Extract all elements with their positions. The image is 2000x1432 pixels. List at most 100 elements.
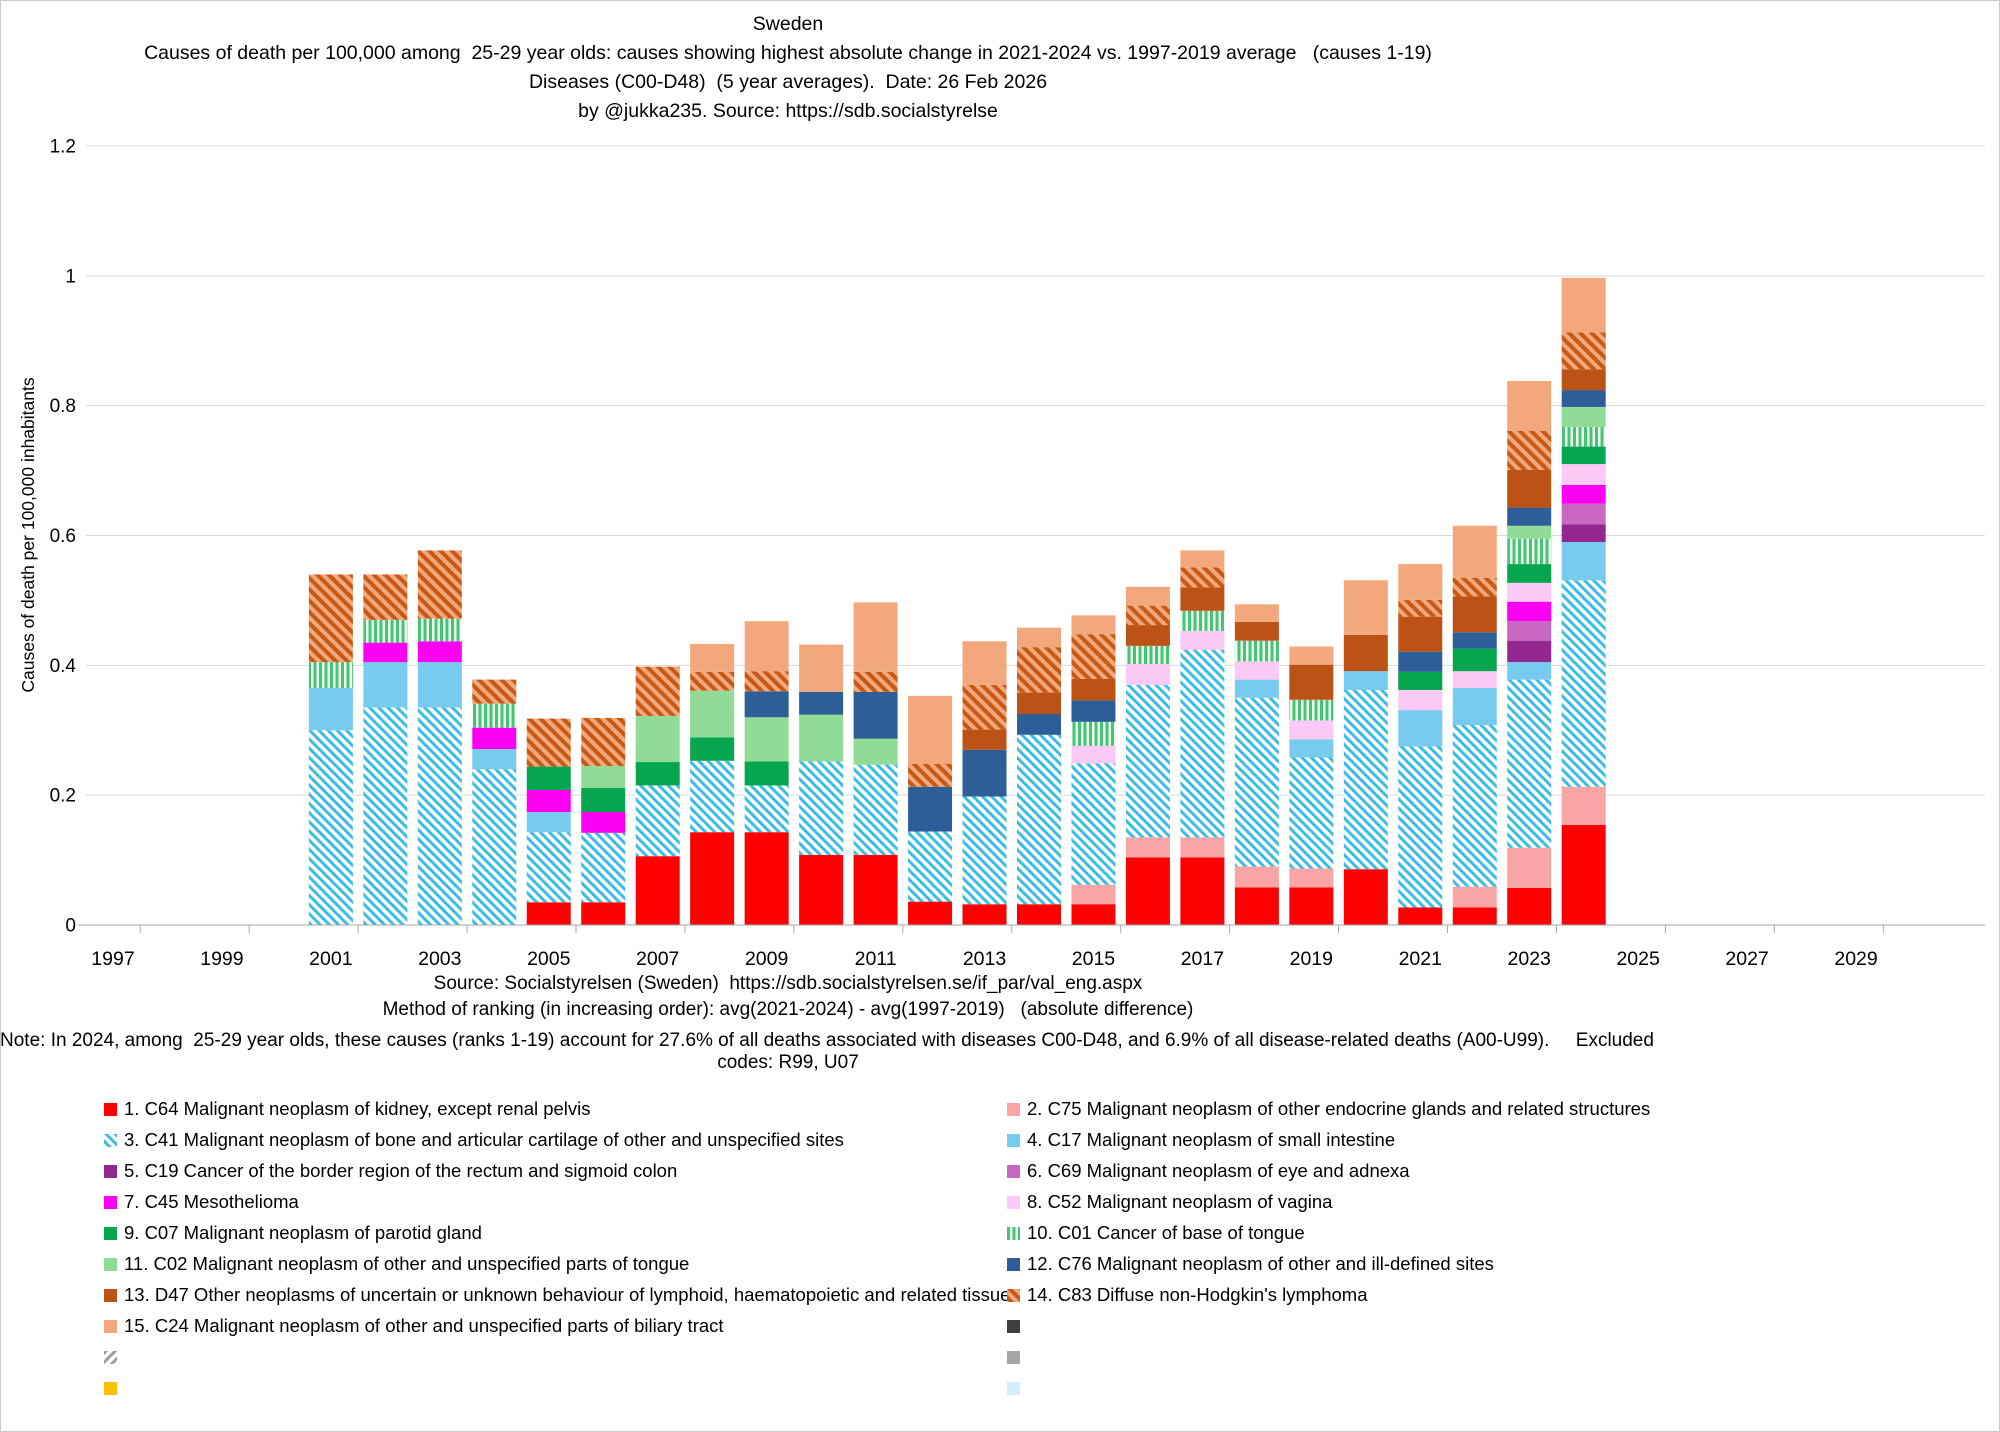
bar-segment-2018-C75 [1234,866,1279,888]
legend-label: 1. C64 Malignant neoplasm of kidney, exc… [124,1098,591,1119]
bar-segment-2003-C41 [417,707,462,925]
legend-label: 5. C19 Cancer of the border region of th… [124,1160,678,1181]
bar-segment-2024-C83 [1561,332,1606,370]
x-tick-label-2013: 2013 [963,948,1006,970]
bar-segment-2001-C83 [308,574,353,663]
bar-segment-2021-C83 [1398,599,1443,617]
bar-segment-2020-C64 [1343,869,1388,925]
legend-swatch-darkgray [1007,1319,1020,1333]
y-tick-label: 0.6 [50,526,76,547]
legend-item-c17: 4. C17 Malignant neoplasm of small intes… [1007,1127,1395,1153]
legend-label: 4. C17 Malignant neoplasm of small intes… [1027,1129,1396,1150]
legend-swatch-c83 [1007,1288,1020,1302]
bar-segment-2006-C07 [581,788,626,813]
y-tick-label: 0.8 [50,396,76,417]
legend-item-c01: 10. C01 Cancer of base of tongue [1007,1220,1305,1246]
bar-segment-2016-C83 [1125,605,1170,626]
bar-segment-2024-C41 [1561,580,1606,787]
bar-segment-2024-C24 [1561,277,1606,333]
chart-title-country: Sweden [752,13,824,35]
bar-segment-2021-D47 [1398,616,1443,652]
bar-segment-2009-C41 [744,785,789,833]
legend-label: 3. C41 Malignant neoplasm of bone and ar… [124,1129,844,1150]
bar-segment-2023-C41 [1507,679,1552,848]
bar-segment-2022-C17 [1452,688,1497,726]
bar-segment-2022-C07 [1452,648,1497,672]
bar-segment-2017-C64 [1180,857,1225,925]
bar-segment-2023-C83 [1507,430,1552,470]
bar-segment-2023-C02 [1507,525,1552,539]
stacked-bar-chart: 0 0.2 0.4 0.6 0.8 1 1.2 1997 1999 2001 2003 2005 200… [50,136,1985,970]
legend-swatch-c19 [104,1164,117,1178]
bar-segment-2010-C64 [799,854,844,925]
bar-segment-2008-C41 [690,760,735,833]
legend-swatch-gray [1007,1350,1020,1364]
legend-label: 11. C02 Malignant neoplasm of other and … [124,1253,690,1274]
bar-segment-2008-C24 [690,643,735,672]
bar-segment-2007-C41 [635,785,680,857]
bar-segment-2023-C24 [1507,380,1552,431]
bar-segment-2022-C41 [1452,725,1497,887]
legend-item-c64: 1. C64 Malignant neoplasm of kidney, exc… [104,1096,591,1122]
bar-segment-2002-C45 [363,642,408,663]
bar-segment-2001-C17 [308,688,353,731]
bar-segment-2018-D47 [1234,621,1279,641]
bar-segment-2001-C01 [308,662,353,689]
bar-segment-2016-C41 [1125,684,1170,838]
bar-segment-2008-C64 [690,832,735,925]
bar-segment-2021-C07 [1398,671,1443,691]
bar-segment-2021-C52 [1398,690,1443,711]
bar-segment-2019-C01 [1289,699,1334,721]
bar-segment-2009-C83 [744,671,789,692]
bar-segment-2020-D47 [1343,634,1388,672]
bar-segment-2009-C24 [744,621,789,672]
y-tick-label: 0.2 [50,786,76,807]
bar-segment-2016-C24 [1125,586,1170,606]
bar-segment-2022-C64 [1452,907,1497,925]
bar-segment-2011-C83 [853,671,898,692]
bar-segment-2015-C64 [1071,904,1116,925]
bar-segment-2011-C02 [853,738,898,765]
bar-segment-2019-C75 [1289,868,1334,888]
legend-item-c07: 9. C07 Malignant neoplasm of parotid gla… [104,1220,482,1246]
legend-swatch-c02 [104,1257,117,1271]
bar-segment-2002-C01 [363,619,408,643]
bar-segment-2020-C17 [1343,671,1388,691]
x-tick-label-2025: 2025 [1616,948,1660,970]
legend-item-c41: 3. C41 Malignant neoplasm of bone and ar… [104,1127,844,1153]
x-tick-label-2001: 2001 [309,948,352,970]
bar-segment-2004-C17 [472,749,517,770]
bar-segment-2016-C01 [1125,645,1170,665]
legend-item-c02: 11. C02 Malignant neoplasm of other and … [104,1251,689,1277]
bar-segment-2024-C76 [1561,390,1606,407]
legend-item-c45: 7. C45 Mesothelioma [104,1189,299,1215]
bar-segment-2015-C24 [1071,615,1116,635]
bar-segment-2022-C52 [1452,671,1497,689]
bar-segment-2002-C41 [363,707,408,925]
x-tick-label-2015: 2015 [1072,948,1116,970]
y-tick-label: 0.4 [50,656,77,677]
bar-segment-2019-C41 [1289,757,1334,869]
x-tick-label-2003: 2003 [418,948,461,970]
bar-segment-2006-C83 [581,717,626,766]
chart-title-main: Causes of death per 100,000 among 25-29 … [144,42,1432,64]
bar-segment-2023-C76 [1507,507,1552,526]
bar-segment-2006-C45 [581,812,626,833]
legend-label: 9. C07 Malignant neoplasm of parotid gla… [124,1222,482,1243]
bar-segment-2009-C02 [744,717,789,762]
legend-swatch-gold [104,1381,117,1395]
bar-segment-2014-C64 [1016,904,1061,925]
bar-segment-2014-C83 [1016,647,1061,693]
legend-label: 2. C75 Malignant neoplasm of other endoc… [1027,1098,1651,1119]
bar-segment-2024-C64 [1561,825,1606,925]
bar-segment-2017-C52 [1180,630,1225,650]
bar-segment-2010-C76 [799,691,844,715]
bar-segment-2022-C75 [1452,886,1497,908]
bar-segment-2004-C45 [472,727,517,750]
bar-segment-2019-D47 [1289,664,1334,700]
bar-segment-2024-C02 [1561,406,1606,428]
bar-segment-2023-D47 [1507,469,1552,508]
bar-segment-2005-C07 [526,766,571,790]
bar-segment-2021-C17 [1398,710,1443,747]
bar-segment-2020-C41 [1343,690,1388,870]
